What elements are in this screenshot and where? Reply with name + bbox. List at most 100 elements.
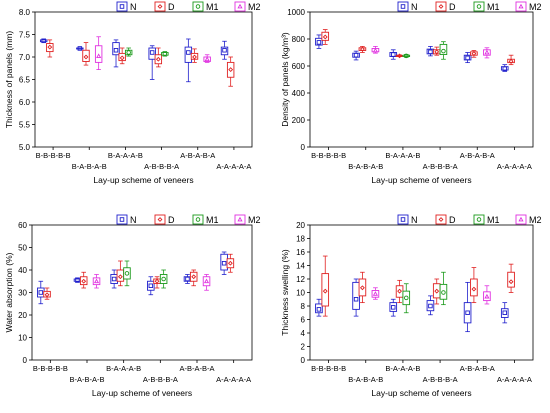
box-d [358, 271, 367, 304]
box-iqr [226, 258, 235, 269]
marker-square [111, 276, 117, 282]
box-d [118, 47, 126, 65]
legend: N D M1 M2 [116, 214, 261, 225]
box-n [315, 298, 323, 317]
box-iqr [226, 61, 235, 78]
box-n [39, 38, 48, 44]
box-n [352, 50, 360, 61]
y-axis-title: Thickness swelling (%) [280, 249, 290, 336]
box-d [189, 269, 198, 287]
legend-label-d: D [168, 215, 175, 225]
x-tick-label: A-B-B-B-A [143, 375, 178, 384]
marker-diamond [471, 286, 477, 292]
box-d [432, 278, 441, 305]
x-tick-label: A-A-A-A-A [497, 375, 532, 384]
box-m2 [202, 274, 211, 291]
marker-diamond [359, 46, 365, 52]
marker-circle [126, 50, 131, 55]
marker-square [391, 305, 396, 310]
legend-label-n: N [411, 215, 418, 225]
box-iqr [321, 31, 330, 41]
box-iqr [395, 55, 404, 57]
box-n [37, 280, 45, 305]
marker-circle [441, 290, 446, 295]
y-tick-label: 30 [18, 289, 27, 298]
marker-diamond [434, 288, 440, 294]
y-tick-label: 800 [292, 35, 306, 44]
marker-square [119, 4, 125, 9]
box-m2 [203, 54, 211, 63]
marker-diamond [227, 260, 233, 266]
chart-panel-2: 0 200 400 600 800 1000 Density of panels (kg/m… [280, 1, 542, 185]
marker-triangle [372, 47, 378, 53]
box-n [183, 274, 192, 284]
box-m1 [159, 269, 168, 289]
y-tick-label: 0 [301, 143, 306, 152]
x-tick-label: B-A-B-A-B [72, 162, 107, 171]
box-m2 [94, 36, 103, 70]
legend-label-d: D [168, 2, 175, 12]
marker-diamond [359, 285, 365, 291]
box-d [358, 46, 367, 53]
box-iqr [154, 54, 163, 65]
box-d [154, 47, 163, 68]
box-d [226, 56, 235, 87]
box-iqr [37, 287, 45, 298]
y-tick-label: 10 [18, 334, 27, 343]
marker-diamond [438, 217, 444, 222]
y-tick-label: 50 [18, 244, 27, 253]
marker-square [400, 217, 406, 222]
marker-triangle [484, 49, 490, 55]
marker-triangle [96, 53, 102, 58]
marker-triangle [93, 278, 100, 284]
y-tick-label: 40 [18, 266, 27, 275]
marker-square [222, 48, 227, 53]
legend-box-m2 [234, 1, 246, 12]
box-d [432, 46, 441, 56]
box-m2 [371, 46, 380, 54]
box-iqr [46, 43, 54, 53]
box-d [507, 263, 515, 293]
box-n [220, 251, 228, 275]
box-n [426, 46, 435, 57]
x-axis-title: Lay-up scheme of veneers [93, 175, 193, 185]
marker-diamond [191, 274, 197, 280]
box-iqr [189, 271, 198, 282]
box-d [226, 253, 235, 273]
box-n [352, 278, 360, 317]
box-d [321, 255, 330, 317]
box-m1 [124, 47, 133, 57]
marker-triangle [204, 56, 210, 62]
box-d [507, 54, 515, 66]
x-tick-label: B-B-B-B-B [311, 364, 346, 373]
box-iqr [402, 54, 411, 58]
x-tick-label: A-B-B-B-A [423, 162, 458, 171]
marker-circle [476, 4, 482, 9]
box-n [112, 39, 120, 68]
box-m1 [439, 41, 448, 60]
box-iqr [358, 278, 367, 297]
box-iqr [76, 47, 84, 50]
box-m2 [371, 287, 380, 300]
y-tick-label: 6.5 [19, 76, 31, 85]
marker-triangle [237, 216, 243, 222]
marker-diamond [192, 54, 197, 60]
box-d [116, 260, 125, 287]
y-tick-label: 12 [296, 275, 305, 284]
legend-box-d [154, 214, 166, 225]
box-d [82, 42, 90, 66]
marker-circle [195, 4, 201, 9]
y-tick-label: 1000 [287, 8, 305, 17]
box-iqr [124, 49, 133, 56]
box-n [315, 34, 323, 49]
y-tick-label: 0 [23, 356, 28, 365]
x-tick-label: B-A-B-A-B [348, 162, 383, 171]
legend-box-d [435, 1, 447, 12]
marker-diamond [322, 34, 328, 40]
y-tick-label: 8 [301, 302, 306, 311]
legend-box-m1 [473, 1, 485, 12]
marker-square [77, 46, 83, 51]
marker-diamond [154, 278, 160, 284]
marker-square [119, 217, 125, 222]
